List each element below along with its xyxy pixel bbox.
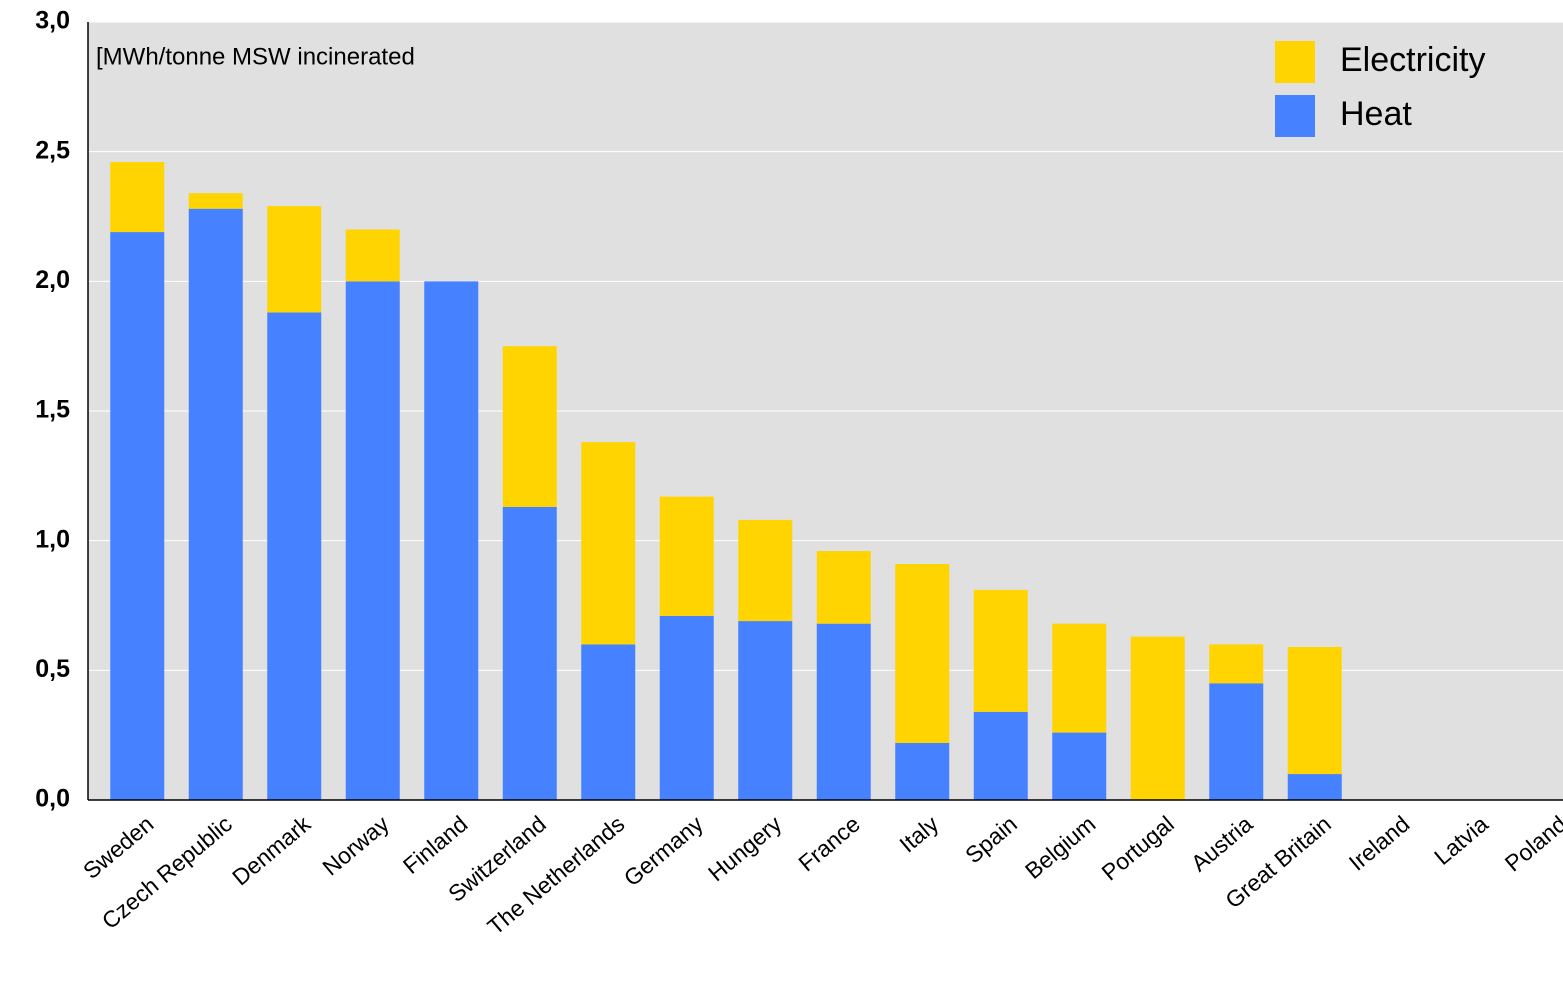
- bar-segment: [1209, 683, 1264, 800]
- x-tick-label: Hungery: [703, 810, 787, 886]
- bar-segment: [895, 742, 950, 800]
- x-tick-label: Portugal: [1097, 811, 1179, 886]
- y-tick-label: 3,0: [35, 7, 70, 35]
- bar-segment: [1287, 646, 1342, 775]
- x-tick-label: Denmark: [227, 810, 316, 890]
- x-tick-label: Norway: [317, 810, 394, 880]
- x-tick-label: Poland: [1500, 811, 1563, 877]
- bar-segment: [973, 711, 1028, 800]
- bar-segment: [1287, 774, 1342, 800]
- bar-segment: [502, 346, 557, 507]
- bar-segment: [895, 564, 950, 743]
- bar-segment: [1130, 636, 1185, 800]
- x-tick-label: The Netherlands: [482, 811, 629, 940]
- bar-segment: [738, 621, 793, 800]
- bar-segment: [816, 623, 871, 800]
- bar-segment: [973, 589, 1028, 712]
- bar-segment: [1052, 732, 1107, 800]
- bar-segment: [581, 442, 636, 645]
- bar-segment: [816, 551, 871, 624]
- x-tick-label: Czech Republic: [97, 811, 237, 934]
- x-tick-label: Belgium: [1020, 811, 1100, 884]
- bar-segment: [581, 644, 636, 800]
- x-tick-label: Germany: [619, 810, 709, 891]
- y-tick-label: 0,5: [35, 655, 70, 683]
- annotation: [MWh/tonne MSW incinerated: [96, 43, 415, 70]
- x-tick-label: Latvia: [1429, 810, 1493, 870]
- bar-segment: [659, 496, 714, 616]
- x-tick-label: Spain: [960, 811, 1022, 869]
- bar-segment: [1209, 644, 1264, 684]
- x-tick-label: France: [793, 811, 865, 877]
- legend-swatch: [1275, 95, 1315, 137]
- bar-segment: [267, 206, 322, 313]
- bar-segment: [188, 208, 243, 801]
- legend-swatch: [1275, 41, 1315, 83]
- bar-segment: [110, 232, 165, 800]
- bar-segment: [659, 615, 714, 800]
- y-tick-label: 2,0: [35, 266, 70, 294]
- x-tick-label: Italy: [894, 810, 943, 857]
- y-tick-label: 0,0: [35, 785, 70, 813]
- bar-segment: [345, 281, 400, 800]
- bar-segment: [110, 162, 165, 233]
- bar-segment: [424, 281, 479, 800]
- x-tick-label: Ireland: [1344, 811, 1415, 876]
- bar-segment: [267, 312, 322, 800]
- bar-segment: [502, 506, 557, 800]
- legend-label: Electricity: [1340, 41, 1485, 79]
- y-tick-label: 1,5: [35, 396, 70, 424]
- bar-segment: [188, 193, 243, 209]
- bar-segment: [738, 519, 793, 622]
- x-tick-label: Austria: [1186, 810, 1258, 876]
- x-tick-label: Finland: [398, 811, 473, 879]
- y-tick-label: 1,0: [35, 525, 70, 553]
- bar-segment: [345, 229, 400, 282]
- y-tick-label: 2,5: [35, 136, 70, 164]
- legend-label: Heat: [1340, 95, 1412, 133]
- bar-segment: [1052, 623, 1107, 733]
